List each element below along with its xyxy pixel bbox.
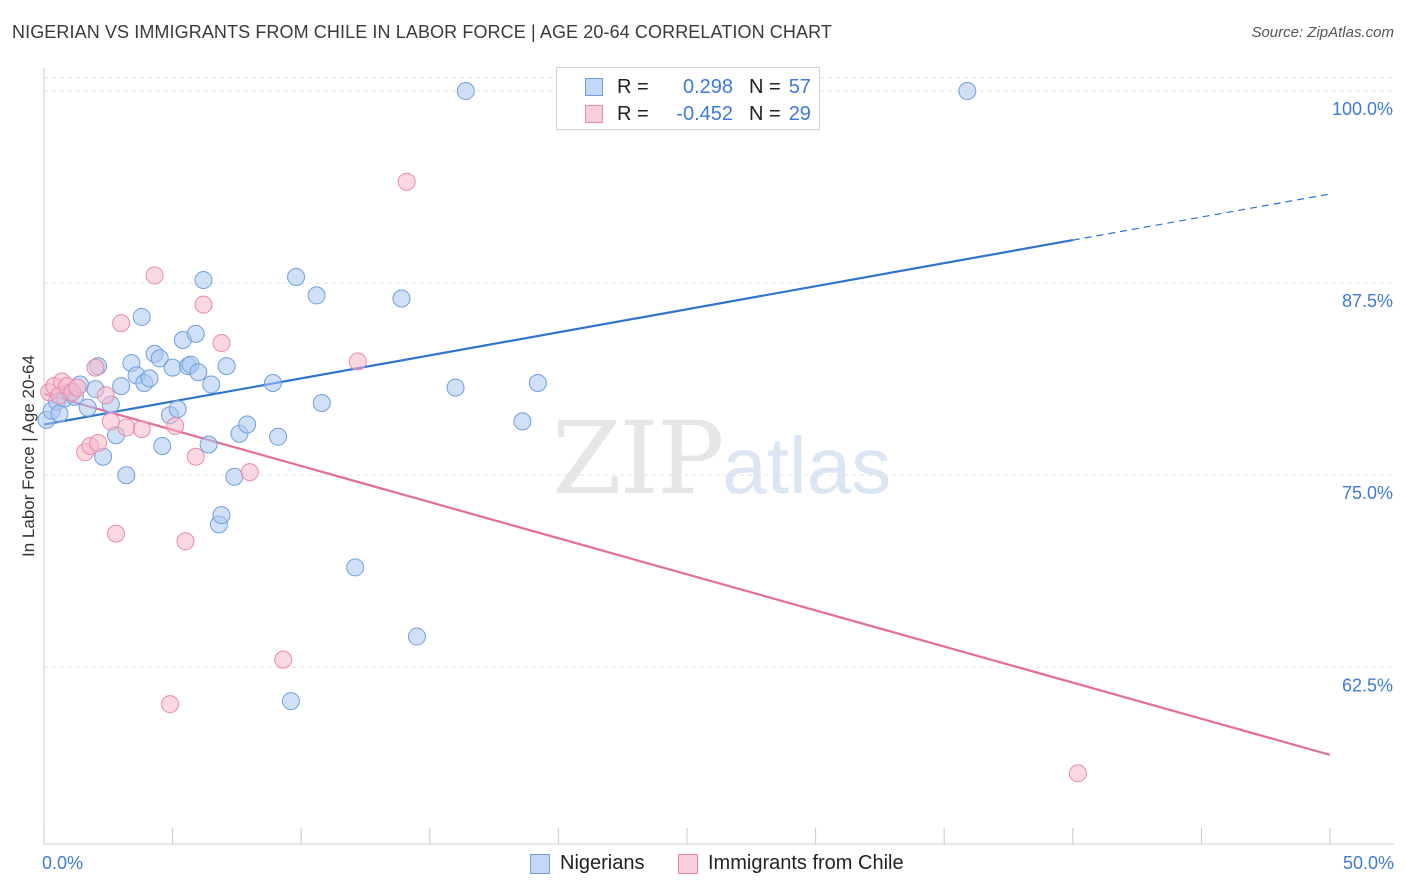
chart-title: NIGERIAN VS IMMIGRANTS FROM CHILE IN LAB… <box>12 22 832 42</box>
chile-point <box>166 417 185 436</box>
nigerian-point <box>392 289 411 308</box>
chile-point <box>194 295 213 314</box>
chile-point <box>161 695 180 714</box>
nigerian-point <box>456 82 475 101</box>
nigerian-trend-line <box>43 239 1073 426</box>
nigerian-point <box>202 375 221 394</box>
nigerian-point <box>263 374 282 393</box>
y-tick-label: 62.5% <box>1342 675 1393 695</box>
nigerian-point <box>958 82 977 101</box>
y-tick-label: 75.0% <box>1342 483 1393 503</box>
chile-point <box>1068 764 1087 783</box>
nigerian-point <box>407 627 426 646</box>
nigerian-point <box>281 692 300 711</box>
bottom-legend-swatch-blue <box>530 853 550 874</box>
nigerian-point <box>117 466 136 485</box>
chile-point <box>397 172 416 191</box>
chile-point <box>186 447 205 466</box>
bottom-legend-label-chile: Immigrants from Chile <box>708 852 904 874</box>
nigerian-point <box>528 374 547 393</box>
legend-row-chile: R = -0.452 N = 29 <box>557 101 811 127</box>
bottom-legend-swatch-pink <box>678 853 698 874</box>
chile-point <box>117 418 136 437</box>
nigerian-point <box>212 506 231 525</box>
chile-point <box>132 420 151 439</box>
y-axis-title: In Labor Force | Age 20-64 <box>19 355 38 557</box>
nigerian-point <box>163 358 182 377</box>
axis-labels: 62.5% 75.0% 87.5% 100.0% 0.0% 50.0% In Labor F… <box>19 99 1394 873</box>
nigerian-point <box>50 404 69 423</box>
legend-row-nigerians: R = 0.298 N = 57 <box>557 74 811 100</box>
bottom-legend-chile: Immigrants from Chile <box>678 852 904 875</box>
nigerian-point <box>168 400 187 419</box>
nigerian-point <box>238 415 257 434</box>
nigerian-point <box>194 271 213 290</box>
nigerian-point <box>189 363 208 382</box>
chile-point <box>176 532 195 551</box>
legend-box: R = 0.298 N = 57 R = -0.452 N = 29 <box>556 67 820 130</box>
chile-point <box>145 266 164 285</box>
bottom-legend: Nigerians Immigrants from Chile <box>0 852 1406 878</box>
nigerian-point <box>446 378 465 397</box>
nigerian-point <box>112 377 131 396</box>
watermark-atlas: atlas <box>722 421 892 510</box>
chile-point <box>274 650 293 669</box>
chile-point <box>107 524 126 543</box>
chile-point <box>240 463 259 482</box>
chile-point <box>96 386 115 405</box>
nigerian-point <box>217 357 236 376</box>
nigerian-point <box>312 393 331 412</box>
nigerian-point <box>199 435 218 454</box>
bottom-legend-label-nigerians: Nigerians <box>560 852 645 874</box>
y-tick-label: 100.0% <box>1332 99 1393 119</box>
nigerian-point <box>269 427 288 446</box>
legend-r-label: R = <box>617 102 649 125</box>
legend-swatch-blue <box>585 78 603 96</box>
chile-trend-line <box>43 392 1331 756</box>
legend-r-value: 0.298 <box>682 75 733 98</box>
bottom-legend-nigerians: Nigerians <box>530 852 644 875</box>
x-tick-label: 0.0% <box>42 853 83 873</box>
nigerian-trend-extension <box>1072 193 1331 241</box>
trend-lines <box>43 193 1331 756</box>
chile-point <box>86 358 105 377</box>
source-label: Source: ZipAtlas.com <box>1251 24 1394 41</box>
nigerian-point <box>287 267 306 286</box>
nigerian-point <box>150 349 169 368</box>
chile-point <box>68 378 87 397</box>
nigerian-point <box>186 324 205 343</box>
nigerian-point <box>513 412 532 431</box>
chile-point <box>89 433 108 452</box>
legend-n-label: N = <box>749 102 781 125</box>
nigerian-point <box>140 369 159 388</box>
nigerian-point <box>132 307 151 326</box>
nigerian-point <box>346 558 365 577</box>
chile-point <box>348 352 367 371</box>
legend-r-label: R = <box>617 75 649 98</box>
y-tick-label: 87.5% <box>1342 291 1393 311</box>
chile-point <box>112 314 131 333</box>
legend-swatch-pink <box>585 105 603 123</box>
nigerian-point <box>307 286 326 305</box>
grid-lines <box>44 77 1394 668</box>
nigerian-point <box>153 437 172 456</box>
legend-n-value: 57 <box>788 75 811 98</box>
legend-n-value: 29 <box>788 102 811 125</box>
legend-n-label: N = <box>749 75 781 98</box>
chile-point <box>101 412 120 431</box>
watermark-zip: ZIP <box>552 400 724 517</box>
chile-point <box>212 334 231 353</box>
x-tick-label: 50.0% <box>1343 853 1394 873</box>
data-points <box>37 82 1087 783</box>
legend-r-value: -0.452 <box>676 102 733 125</box>
axes <box>43 68 1394 845</box>
nigerian-point <box>225 467 244 486</box>
nigerian-point <box>78 398 97 417</box>
watermark: ZIPatlas <box>552 400 891 517</box>
